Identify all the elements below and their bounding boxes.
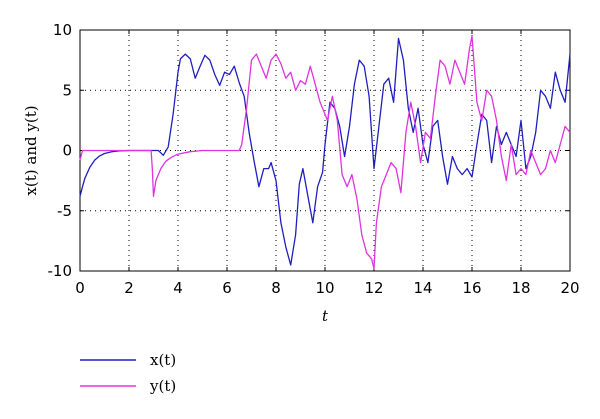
x-tick-label: 10 [315, 279, 334, 297]
x-axis-label: t [322, 307, 329, 325]
series-line-y [79, 35, 571, 270]
legend-label-y: y(t) [149, 377, 176, 395]
x-tick-label: 20 [560, 279, 579, 297]
series-layer [79, 35, 571, 270]
legend: x(t) y(t) [80, 351, 176, 395]
y-tick-label: -5 [57, 202, 72, 220]
x-tick-label: 6 [222, 279, 232, 297]
x-tick-label: 0 [75, 279, 85, 297]
x-tick-label: 8 [271, 279, 281, 297]
x-tick-label: 4 [173, 279, 183, 297]
y-tick-label: 5 [62, 81, 72, 99]
y-axis-label: x(t) and y(t) [22, 105, 40, 195]
series-line-x [79, 37, 571, 266]
legend-label-x: x(t) [150, 351, 176, 369]
x-tick-label: 2 [124, 279, 134, 297]
x-tick-label: 12 [364, 279, 383, 297]
x-tick-label: 16 [462, 279, 481, 297]
y-tick-label: 0 [62, 142, 72, 160]
y-tick-label: -10 [48, 262, 73, 280]
x-tick-label: 14 [413, 279, 432, 297]
x-tick-label: 18 [511, 279, 530, 297]
tick-labels: 0 2 4 6 8 10 12 14 16 18 20 -10 -5 0 5 10 [48, 21, 580, 297]
y-tick-label: 10 [53, 21, 72, 39]
